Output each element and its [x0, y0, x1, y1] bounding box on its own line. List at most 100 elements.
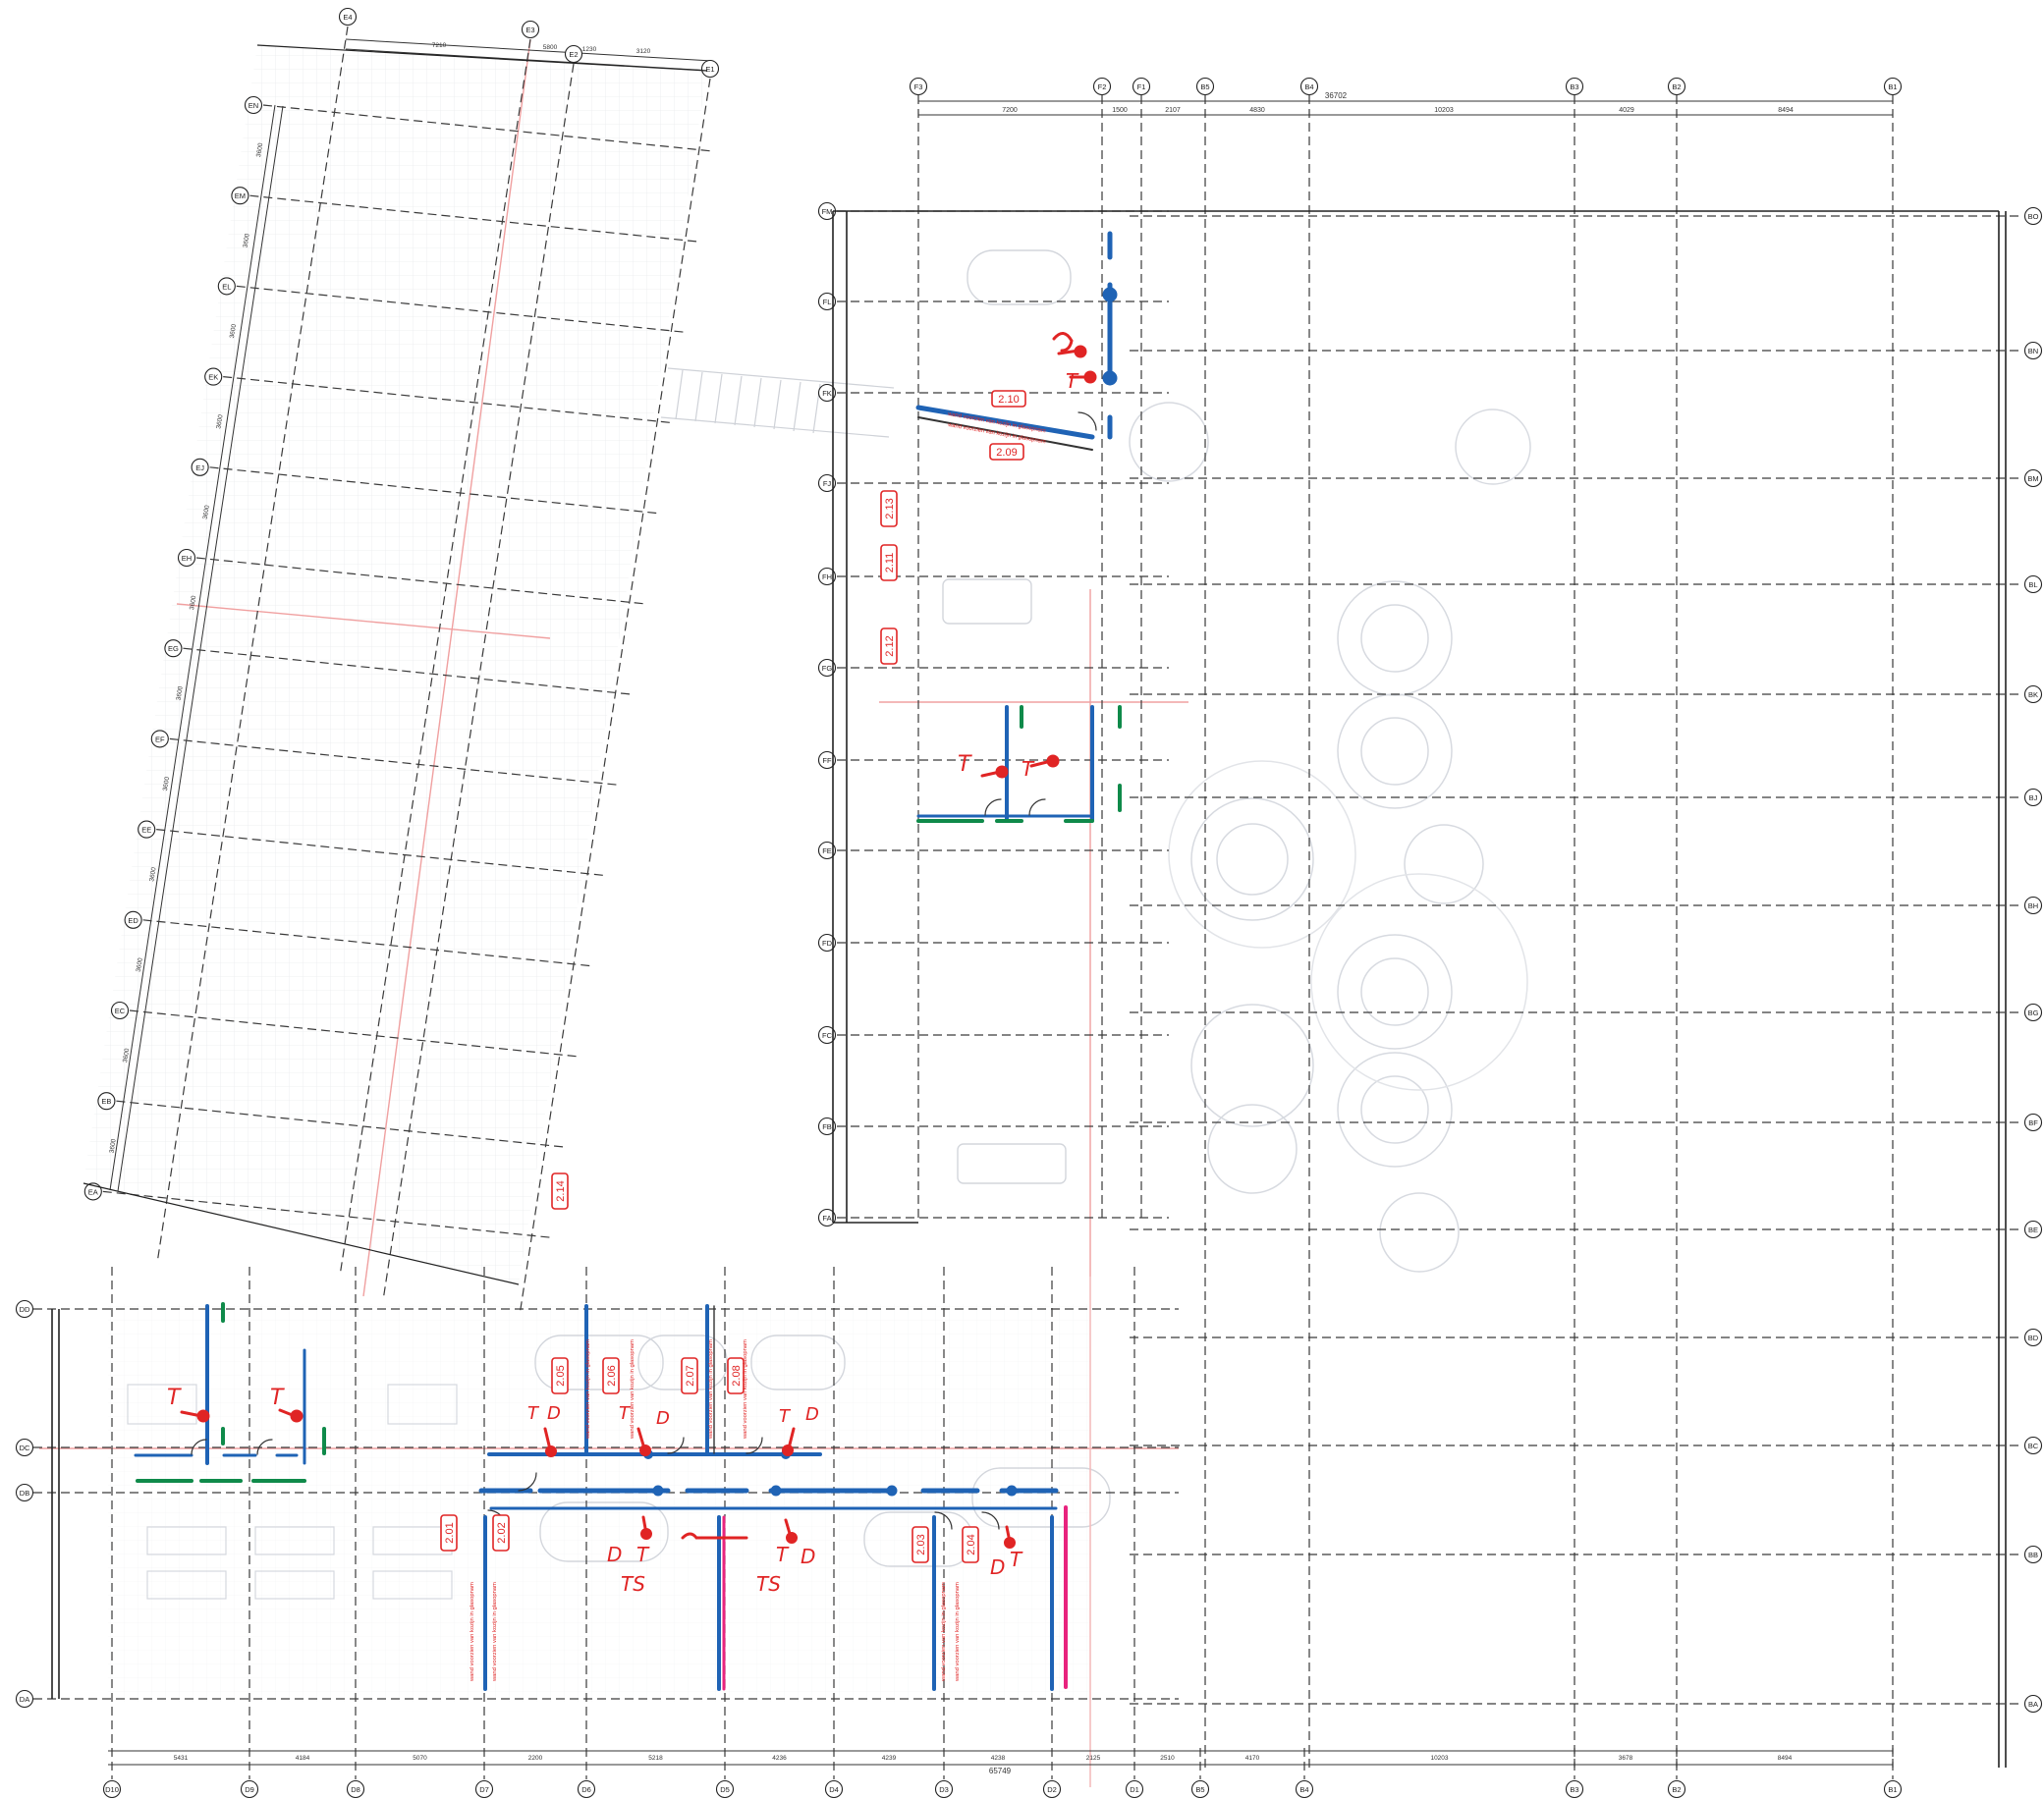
handwriting-t-210: T: [1066, 369, 1079, 393]
grid-a-row-el: [236, 285, 687, 333]
grid-a-top-dim: 7210: [432, 42, 447, 49]
room-tag-212: 2.12: [880, 627, 898, 665]
grid-b-bubble-bd-label: BD: [2028, 1334, 2039, 1342]
new-walls-markup: [134, 231, 1122, 1691]
grid-b-bubble-bd: BD: [2023, 1328, 2043, 1347]
grid-b-bubble-b2-label: B2: [1672, 82, 1681, 91]
grid-c-bubble-d2: D2: [1042, 1779, 1062, 1799]
grid-b-bubble-fj-label: FJ: [823, 479, 832, 488]
grid-a-bubble-el: EL: [217, 277, 236, 296]
grid-c-bottom-dim: 5431: [174, 1755, 189, 1762]
grid-c-bubble-b2: B2: [1667, 1779, 1686, 1799]
grid-b-bubble-fm-label: FM: [822, 207, 833, 216]
grid-b-bubble-fd: FD: [817, 933, 837, 953]
grid-c-bottom-dim: 4239: [882, 1755, 897, 1762]
room-tag-207: 2.07: [681, 1357, 698, 1394]
grid-b-bubble-bg: BG: [2023, 1003, 2043, 1022]
grid-a-left-dim: 3600: [148, 866, 157, 882]
grid-a-bubble-ef: EF: [150, 730, 169, 748]
grid-a-row-ec: [129, 1009, 580, 1058]
grid-c-bubble-b1-label: B1: [1888, 1785, 1897, 1794]
grid-b-bubble-fb-label: FB: [822, 1122, 832, 1131]
grid-b-bubble-b1-label: B1: [1888, 82, 1897, 91]
grid-a-bubble-eh: EH: [177, 548, 196, 568]
grid-b-bubble-fk-label: FK: [822, 389, 832, 398]
grid-b-bubble-fg: FG: [817, 658, 837, 678]
grid-b-bubble-b3: B3: [1565, 77, 1584, 96]
grid-c-bubble-d8-label: D8: [351, 1785, 360, 1794]
grid-b-bubble-bo-label: BO: [2028, 212, 2039, 221]
room-tag-206: 2.06: [602, 1357, 620, 1394]
grid-c-bottom-dim: 3678: [1619, 1755, 1633, 1762]
grid-c-bubble-dc: DC: [15, 1438, 34, 1457]
grid-c-bubble-d6-label: D6: [581, 1785, 591, 1794]
room-tag-204: 2.04: [962, 1526, 979, 1563]
grid-b-bubble-bj: BJ: [2023, 788, 2043, 807]
room-tags: 2.10 2.09 2.13 2.11 2.12 2.14 2.05 2.06: [440, 390, 1026, 1563]
handwriting-d-202: D: [607, 1543, 622, 1566]
grid-b-bubble-fe: FE: [817, 841, 837, 860]
grid-c-bubble-d5-label: D5: [720, 1785, 730, 1794]
grid-b-bubble-b1: B1: [1883, 77, 1903, 96]
grid-a-left-dim: 3600: [162, 776, 171, 791]
grid-a-left-dim: 3600: [229, 323, 238, 339]
grid-c-bubble-b2-label: B2: [1672, 1785, 1681, 1794]
grid-c-bottom-dim: 4170: [1245, 1755, 1260, 1762]
grid-a-bubble-ek-label: EK: [208, 373, 218, 382]
grid-b-bubble-ba-label: BA: [2028, 1700, 2038, 1709]
grid-c-bubble-da: DA: [15, 1689, 34, 1709]
grid-a-top-dim: 1230: [582, 46, 597, 53]
grid-a-row-eg: [183, 647, 634, 695]
grid-c-bubble-d10: D10: [102, 1779, 122, 1799]
handwriting-t-ff-2: T: [1022, 757, 1035, 781]
room-tag-212-label: 2.12: [884, 635, 896, 656]
grid-b-bubble-fj: FJ: [817, 473, 837, 493]
handwriting-t-204: T: [1010, 1548, 1023, 1571]
grid-b-bubble-b5-label: B5: [1200, 82, 1209, 91]
grid-a-bubble-eg: EG: [164, 639, 183, 658]
grid-a-bubble-em-label: EM: [235, 191, 246, 200]
grid-c-bubble-dc-label: DC: [20, 1444, 30, 1452]
grid-a-bubble-e4-label: E4: [343, 13, 352, 22]
grid-c-bubble-d7-label: D7: [479, 1785, 489, 1794]
grid-a-tilted-wing: 7210 5800 1230 3120 3600 3600 3600 3600 3600 3600…: [83, 7, 720, 1311]
grid-a-bubble-ej: EJ: [191, 458, 209, 476]
wall-note-205: wand voorzien van kozijn in glasopnam: [585, 1339, 591, 1440]
grid-a-row-ej: [209, 466, 660, 515]
grid-b-bubble-fe-label: FE: [822, 846, 832, 855]
grid-a-bubble-em: EM: [231, 187, 249, 205]
grid-b-bubble-fc: FC: [817, 1025, 837, 1045]
grid-b-bubble-fa: FA: [817, 1208, 837, 1227]
grid-b-dim-b3-b2: 4029: [1619, 107, 1634, 114]
grid-b-bubble-bf: BF: [2023, 1113, 2043, 1132]
handwriting-d-206: D: [656, 1408, 670, 1429]
grid-b-bubble-bb: BB: [2023, 1545, 2043, 1564]
grid-c-bubble-d7: D7: [474, 1779, 494, 1799]
grid-b-bubble-b3-label: B3: [1570, 82, 1578, 91]
grid-b-bubble-bh-label: BH: [2028, 901, 2038, 910]
grid-b-dim-f2-f1: 1500: [1112, 107, 1128, 114]
grid-a-line-e1: [520, 78, 711, 1311]
wall-group-room-210: [915, 231, 1118, 440]
wall-group-tower-ff: [916, 705, 1122, 823]
room-tag-203-label: 2.03: [915, 1534, 927, 1554]
grid-b-bubble-bh: BH: [2023, 896, 2043, 915]
grid-c-bubble-d6: D6: [577, 1779, 596, 1799]
connecting-bridge: [660, 367, 895, 438]
grid-a-row-ef: [169, 737, 620, 786]
grid-c-bubble-db: DB: [15, 1483, 34, 1502]
grid-a-bubble-e4: E4: [338, 7, 358, 27]
grid-a-bubble-ej-label: EJ: [195, 463, 204, 472]
grid-a-left-dim: 3600: [109, 1138, 118, 1154]
handwriting-ts-left: TS: [621, 1572, 645, 1596]
grid-b-bubble-f3: F3: [909, 77, 928, 96]
room-tag-201-label: 2.01: [444, 1522, 456, 1543]
grid-b-bubble-b4-label: B4: [1304, 82, 1313, 91]
grid-c-bubble-d1-label: D1: [1130, 1785, 1139, 1794]
grid-a-bubble-eb: EB: [97, 1092, 116, 1111]
grid-c-bubble-d9: D9: [240, 1779, 259, 1799]
wall-note-204: wand voorzien van kozijn in glasopnam: [955, 1582, 961, 1682]
room-tag-209: 2.09: [989, 443, 1024, 461]
grid-c-bubble-d9-label: D9: [245, 1785, 254, 1794]
room-tag-213: 2.13: [880, 490, 898, 527]
